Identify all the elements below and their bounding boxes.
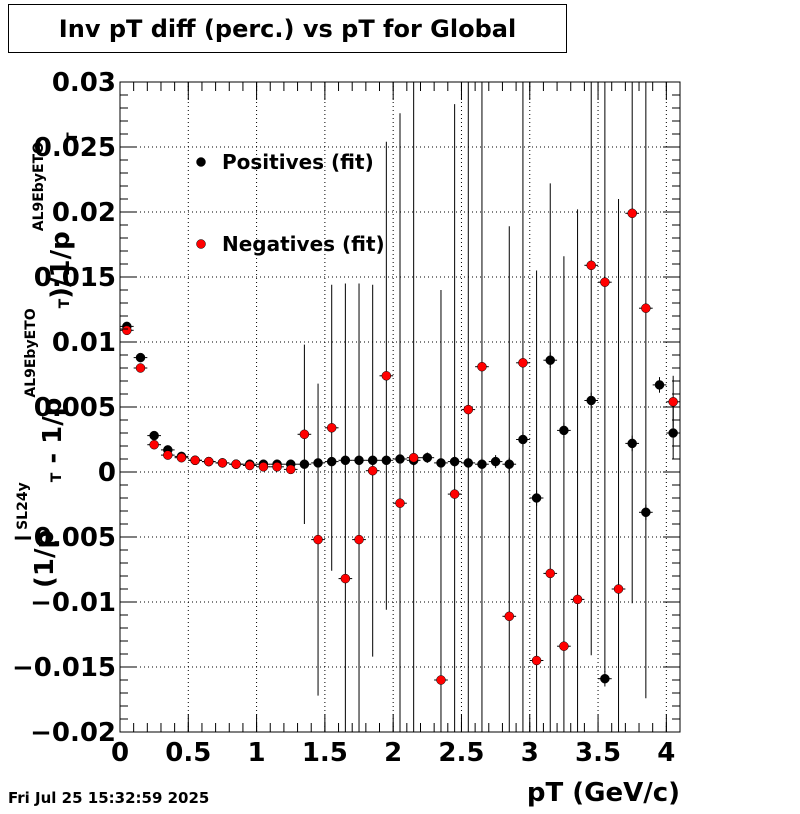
positive-data-point — [367, 455, 378, 466]
positive-data-point — [313, 458, 323, 468]
y-tick-label: −0.02 — [30, 718, 116, 748]
negative-data-point — [408, 452, 419, 463]
negative-data-point — [272, 462, 282, 472]
negative-data-point — [572, 594, 583, 605]
positive-data-point — [627, 438, 637, 449]
y-tick-label: 0.01 — [52, 328, 116, 358]
positive-data-point — [463, 458, 474, 468]
positive-data-point — [149, 430, 159, 441]
negative-data-point — [367, 465, 378, 476]
negative-data-point — [504, 611, 515, 622]
positive-data-point — [422, 452, 433, 463]
negative-data-point — [285, 464, 296, 475]
negative-data-point — [299, 429, 310, 440]
positive-data-point — [299, 459, 310, 469]
negative-data-point — [176, 452, 187, 463]
negative-data-point — [190, 455, 200, 466]
negative-data-point — [149, 439, 159, 450]
y-axis-label-text: (1/pSL24yT - 1/pAL9EbyETOT)/1/pAL9EbyETO… — [15, 132, 81, 588]
negative-data-point — [477, 361, 487, 372]
positive-data-point — [654, 380, 665, 390]
x-tick-label: 2 — [384, 738, 402, 768]
legend-entry-label: Negatives (fit) — [222, 232, 385, 256]
negative-data-point — [354, 534, 364, 545]
negative-data-point — [326, 423, 337, 433]
negative-data-point — [381, 371, 392, 381]
y-tick-label: −0.005 — [12, 523, 116, 553]
positive-data-point — [531, 493, 542, 503]
y-tick-label: 0.02 — [52, 198, 116, 228]
positive-data-point — [381, 455, 392, 466]
x-tick-label: 4 — [657, 738, 675, 768]
positive-data-point — [135, 352, 146, 363]
timestamp: Fri Jul 25 15:32:59 2025 — [8, 789, 210, 807]
y-tick-label: 0.015 — [34, 263, 116, 293]
negative-data-point — [135, 363, 146, 373]
x-tick-label: 0.5 — [165, 738, 211, 768]
y-tick-label: 0.03 — [52, 68, 116, 98]
positive-data-point — [600, 673, 610, 684]
positive-data-point — [641, 507, 651, 518]
positive-data-point — [395, 454, 405, 464]
y-tick-label: 0.025 — [34, 133, 116, 163]
negative-data-point — [204, 456, 214, 467]
positive-data-point — [559, 425, 569, 436]
negative-data-point — [463, 404, 474, 415]
legend-marker — [196, 157, 206, 167]
x-tick-label: 2.5 — [438, 738, 484, 768]
x-axis-label: pT (GeV/c) — [526, 778, 680, 808]
x-tick-label: 1.5 — [302, 738, 348, 768]
negative-data-point — [163, 450, 173, 460]
negative-data-point — [545, 568, 555, 579]
legend-marker — [196, 239, 206, 249]
x-tick-label: 0 — [111, 738, 129, 768]
negative-data-point — [231, 459, 241, 469]
negative-data-point — [217, 458, 228, 468]
positive-data-point — [504, 459, 515, 469]
positive-data-point — [436, 458, 446, 468]
y-tick-label: −0.015 — [12, 653, 116, 683]
y-tick-label: −0.01 — [30, 588, 116, 618]
negative-data-point — [258, 462, 269, 472]
positive-data-point — [354, 455, 364, 466]
x-tick-label: 1 — [248, 738, 266, 768]
chart-title: Inv pT diff (perc.) vs pT for Global — [8, 4, 567, 53]
positive-data-point — [545, 355, 555, 365]
negative-data-point — [340, 573, 351, 584]
data-points — [122, 208, 678, 685]
negative-data-point — [449, 489, 460, 499]
x-tick-label: 3.5 — [575, 738, 621, 768]
negative-data-point — [586, 260, 596, 271]
negative-data-point — [613, 584, 624, 594]
positive-data-point — [449, 456, 460, 467]
positive-data-point — [326, 456, 337, 467]
negative-data-point — [313, 534, 323, 545]
positive-data-point — [490, 456, 501, 467]
x-tick-label: 3 — [521, 738, 539, 768]
negative-data-point — [518, 358, 528, 368]
y-tick-label: 0 — [98, 458, 116, 488]
negative-data-point — [245, 460, 255, 471]
negative-data-point — [559, 641, 569, 651]
positive-data-point — [340, 455, 351, 466]
negative-data-point — [436, 675, 446, 685]
negative-data-point — [668, 397, 678, 407]
legend: Positives (fit) Negatives (fit) — [196, 150, 385, 256]
legend-entry-label: Positives (fit) — [222, 150, 374, 174]
positive-data-point — [518, 434, 528, 445]
y-axis-label: (1/pSL24yT - 1/pAL9EbyETOT)/1/pAL9EbyETO… — [15, 132, 81, 588]
negative-data-point — [600, 277, 610, 287]
negative-data-point — [627, 208, 637, 219]
negative-data-point — [641, 303, 651, 313]
y-tick-label: 0.005 — [34, 393, 116, 423]
positive-data-point — [477, 459, 487, 469]
positive-data-point — [586, 395, 596, 406]
negative-data-point — [122, 325, 132, 336]
negative-data-point — [531, 655, 542, 666]
axis-ticks — [119, 81, 681, 733]
negative-data-point — [395, 498, 405, 508]
y-axis-label-group: (1/pSL24yT - 1/pAL9EbyETOT)/1/pAL9EbyETO… — [15, 132, 81, 588]
axis-tick-labels: 0 0.5 1 1.5 2 2.5 3 3.5 4 −0.02 −0.015 −0.01 −0.005 0… — [12, 68, 675, 768]
